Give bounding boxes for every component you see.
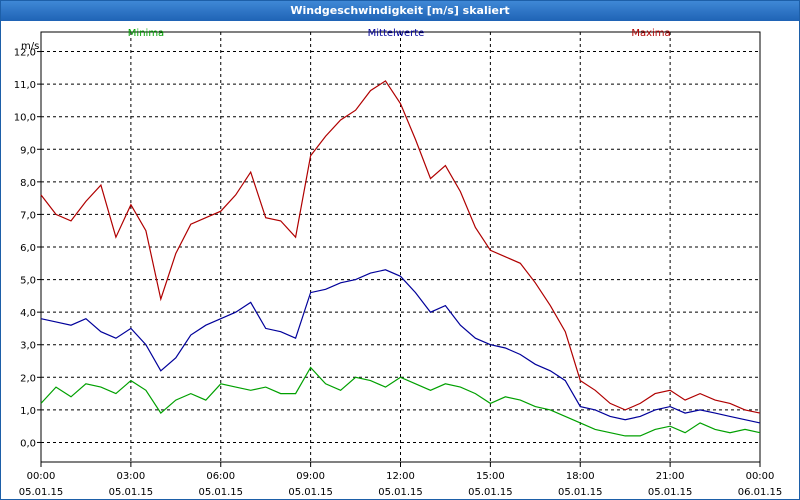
y-tick-label: 0,0: [20, 438, 36, 449]
y-tick-label: 12,0: [14, 48, 36, 59]
series-line-maxima: [40, 80, 761, 414]
y-tick-label: 4,0: [20, 308, 36, 319]
x-tick-date-label: 05.01.15: [109, 487, 154, 498]
y-tick-label: 3,0: [20, 341, 36, 352]
y-tick-label: 9,0: [20, 145, 36, 156]
series-line-minima: [40, 366, 761, 437]
series-line-mittelwerte: [40, 269, 761, 424]
legend-maxima: Maxima: [631, 28, 670, 39]
x-tick-time-label: 06:00: [206, 471, 235, 482]
x-tick-time-label: 21:00: [656, 471, 685, 482]
y-tick-label: 2,0: [20, 373, 36, 384]
x-tick-time-label: 18:00: [566, 471, 595, 482]
y-tick-label: 7,0: [20, 210, 36, 221]
y-tick-label: 10,0: [14, 113, 36, 124]
y-tick-label: 8,0: [20, 178, 36, 189]
x-tick-date-label: 05.01.15: [468, 487, 513, 498]
legend-minima: Minima: [128, 28, 164, 39]
x-tick-time-label: 00:00: [27, 471, 56, 482]
x-tick-date-label: 05.01.15: [558, 487, 603, 498]
y-axis-unit-label: m/s: [21, 41, 39, 52]
y-tick-label: 6,0: [20, 243, 36, 254]
x-axis-ticks: 00:00 05.01.15 03:00 05.01.15 06:00 05.01.15 0…: [19, 462, 783, 498]
y-tick-label: 5,0: [20, 276, 36, 287]
window-title: Windgeschwindigkeit [m/s] skaliert: [1, 1, 799, 21]
y-tick-label: 11,0: [14, 80, 36, 91]
x-tick-date-label: 05.01.15: [648, 487, 693, 498]
legend: Minima Mittelwerte Maxima: [128, 28, 671, 39]
series-lines: [40, 80, 761, 437]
x-tick-date-label: 06.01.15: [738, 487, 783, 498]
x-tick-date-label: 05.01.15: [378, 487, 423, 498]
x-tick-time-label: 09:00: [296, 471, 325, 482]
y-axis-ticks: 0,0 1,0 2,0 3,0 4,0 5,0 6,0 7,0 8,0 9,0 10,0 11,0 12…: [14, 48, 41, 449]
x-tick-time-label: 03:00: [116, 471, 145, 482]
legend-mittelwerte: Mittelwerte: [368, 28, 425, 39]
x-tick-time-label: 12:00: [386, 471, 415, 482]
x-tick-time-label: 00:00: [746, 471, 775, 482]
x-tick-date-label: 05.01.15: [288, 487, 333, 498]
x-tick-time-label: 15:00: [476, 471, 505, 482]
x-tick-date-label: 05.01.15: [198, 487, 243, 498]
x-tick-date-label: 05.01.15: [19, 487, 64, 498]
y-tick-label: 1,0: [20, 406, 36, 417]
line-chart: 0,0 1,0 2,0 3,0 4,0 5,0 6,0 7,0 8,0 9,0 10,0 11,0 12…: [14, 28, 783, 498]
